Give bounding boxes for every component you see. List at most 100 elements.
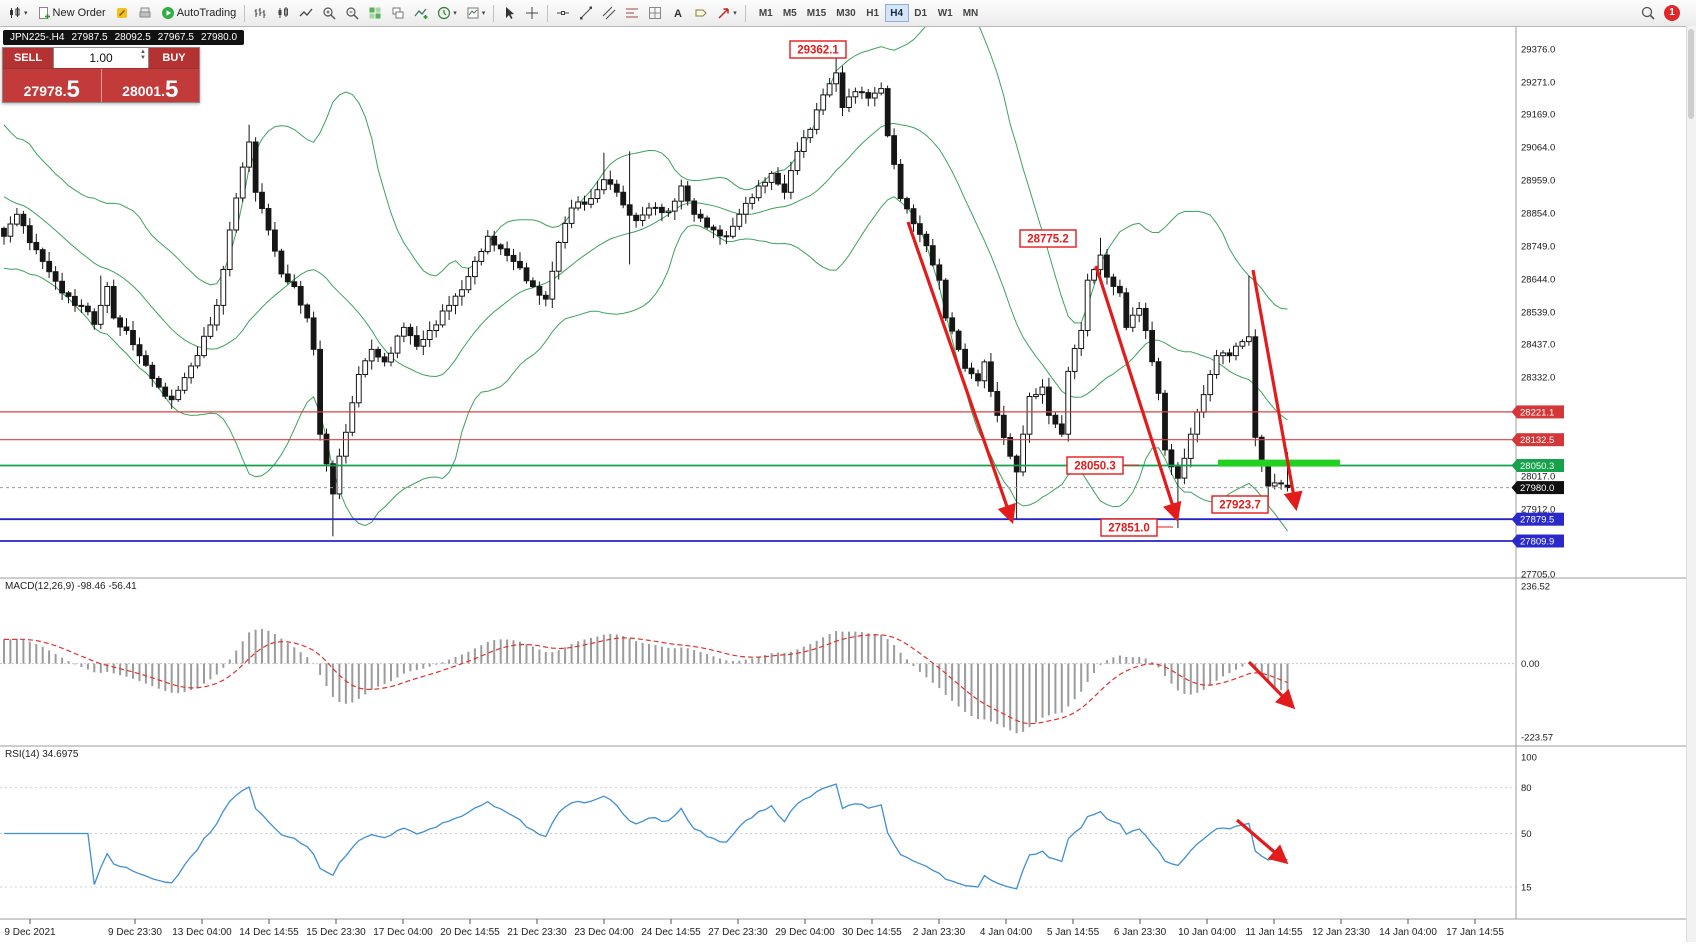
search-icon <box>1641 6 1655 20</box>
trendline-tool-button[interactable] <box>575 3 597 23</box>
metaeditor-button[interactable] <box>111 3 133 23</box>
svg-text:28854.0: 28854.0 <box>1521 209 1555 220</box>
svg-text:0.00: 0.00 <box>1521 659 1540 670</box>
print-button[interactable] <box>134 3 156 23</box>
svg-text:17 Jan 14:55: 17 Jan 14:55 <box>1446 927 1504 938</box>
toolbar-separator <box>744 4 746 22</box>
channel-tool-button[interactable] <box>598 3 620 23</box>
fibonacci-tool-button[interactable] <box>621 3 643 23</box>
svg-text:50: 50 <box>1521 829 1532 840</box>
svg-text:2 Jan 23:30: 2 Jan 23:30 <box>913 927 966 938</box>
volume-stepper[interactable]: ▲ ▼ <box>140 49 146 61</box>
text-label-icon <box>695 9 707 17</box>
timeframe-d1-button[interactable]: D1 <box>909 4 933 22</box>
svg-text:30 Dec 14:55: 30 Dec 14:55 <box>842 927 902 938</box>
vertical-scrollbar[interactable] <box>1686 26 1696 942</box>
candlestick-type-button[interactable] <box>272 3 294 23</box>
sell-price-main: 27978. <box>23 82 67 99</box>
timeframe-h4-button[interactable]: H4 <box>884 4 909 22</box>
svg-text:29376.0: 29376.0 <box>1521 45 1555 56</box>
buy-button[interactable]: BUY <box>149 48 199 68</box>
sell-price-pips: 5 <box>66 75 80 103</box>
svg-text:28775.2: 28775.2 <box>1027 234 1069 246</box>
stepper-down-icon[interactable]: ▼ <box>140 55 146 61</box>
buy-price-pips: 5 <box>164 75 179 103</box>
timeframe-w1-button[interactable]: W1 <box>933 4 958 22</box>
periods-button[interactable]: ▾ <box>433 3 461 23</box>
line-chart-type-button[interactable] <box>295 3 317 23</box>
zoom-in-button[interactable] <box>318 3 340 23</box>
horizontal-line-tool-button[interactable] <box>552 3 574 23</box>
crosshair-button[interactable] <box>521 3 543 23</box>
timeframe-h1-button[interactable]: H1 <box>861 4 885 22</box>
new-order-button[interactable]: New Order <box>33 3 110 23</box>
zoom-out-button[interactable] <box>341 3 363 23</box>
svg-text:29169.0: 29169.0 <box>1521 110 1555 121</box>
crosshair-icon <box>526 7 539 19</box>
shapes-grid-icon <box>649 7 662 19</box>
timeframe-m30-button[interactable]: M30 <box>831 4 860 22</box>
print-icon <box>139 7 151 18</box>
svg-text:28050.3: 28050.3 <box>1520 461 1554 472</box>
label-tool-button[interactable] <box>690 3 712 23</box>
stepper-up-icon[interactable]: ▲ <box>140 49 146 55</box>
sell-button[interactable]: SELL <box>3 48 53 68</box>
svg-text:27879.5: 27879.5 <box>1520 515 1554 526</box>
svg-text:27851.0: 27851.0 <box>1108 523 1150 535</box>
svg-text:15 Dec 23:30: 15 Dec 23:30 <box>306 927 366 938</box>
svg-text:5 Jan 14:55: 5 Jan 14:55 <box>1047 927 1100 938</box>
text-icon: A <box>674 8 682 20</box>
svg-text:9 Dec 23:30: 9 Dec 23:30 <box>108 927 162 938</box>
cascade-windows-button[interactable] <box>387 3 409 23</box>
one-click-trading-panel: SELL 1.00 ▲ ▼ BUY 27978. 5 28001. 5 <box>2 47 200 103</box>
bar-chart-type-button[interactable] <box>249 3 271 23</box>
new-chart-button[interactable]: ▾ <box>4 3 32 23</box>
svg-text:27923.7: 27923.7 <box>1219 500 1261 512</box>
scrollbar-thumb[interactable] <box>1688 29 1694 119</box>
svg-text:29 Dec 04:00: 29 Dec 04:00 <box>775 927 835 938</box>
svg-text:27980.0: 27980.0 <box>1520 483 1554 494</box>
sell-price[interactable]: 27978. 5 <box>3 69 101 102</box>
price-lines <box>0 411 1516 542</box>
shapes-tool-button[interactable] <box>644 3 666 23</box>
svg-text:28437.0: 28437.0 <box>1521 340 1555 351</box>
tile-windows-button[interactable] <box>364 3 386 23</box>
svg-text:A: A <box>674 8 682 20</box>
svg-text:27912.0: 27912.0 <box>1521 505 1555 516</box>
metaeditor-icon <box>116 8 127 18</box>
svg-text:21 Dec 23:30: 21 Dec 23:30 <box>507 927 567 938</box>
svg-text:23 Dec 04:00: 23 Dec 04:00 <box>574 927 634 938</box>
svg-text:-223.57: -223.57 <box>1521 733 1553 744</box>
svg-text:27705.0: 27705.0 <box>1521 570 1555 581</box>
add-indicator-button[interactable] <box>410 3 432 23</box>
macd-plot <box>0 629 1516 734</box>
search-button[interactable] <box>1637 3 1659 23</box>
panel-separators <box>0 26 1687 920</box>
timeframe-m1-button[interactable]: M1 <box>754 4 778 22</box>
high-value: 28092.5 <box>114 32 151 43</box>
periods-clock-icon <box>438 6 451 20</box>
dropdown-caret: ▾ <box>453 9 457 17</box>
autotrading-button[interactable]: AutoTrading <box>157 3 241 23</box>
close-value: 27980.0 <box>200 32 238 43</box>
cursor-button[interactable] <box>498 3 520 23</box>
notification-badge[interactable]: 1 <box>1664 5 1680 21</box>
zoom-in-icon <box>323 7 336 20</box>
volume-input[interactable]: 1.00 ▲ ▼ <box>53 48 149 68</box>
volume-value: 1.00 <box>89 51 113 65</box>
templates-button[interactable]: ▾ <box>462 3 490 23</box>
text-tool-button[interactable]: A <box>667 3 689 23</box>
toolbar-separator <box>493 4 495 22</box>
buy-price-main: 28001. <box>122 82 165 99</box>
timeframe-m5-button[interactable]: M5 <box>778 4 802 22</box>
svg-text:17 Dec 04:00: 17 Dec 04:00 <box>373 927 433 938</box>
svg-text:80: 80 <box>1521 783 1532 794</box>
arrows-tool-button[interactable]: ▾ <box>713 3 741 23</box>
timeframe-mn-button[interactable]: MN <box>958 4 984 22</box>
cursor-icon <box>506 7 515 19</box>
horizontal-line-icon <box>557 11 570 15</box>
svg-text:28749.0: 28749.0 <box>1521 242 1555 253</box>
buy-price[interactable]: 28001. 5 <box>100 69 199 103</box>
timeframe-m15-button[interactable]: M15 <box>802 4 831 22</box>
